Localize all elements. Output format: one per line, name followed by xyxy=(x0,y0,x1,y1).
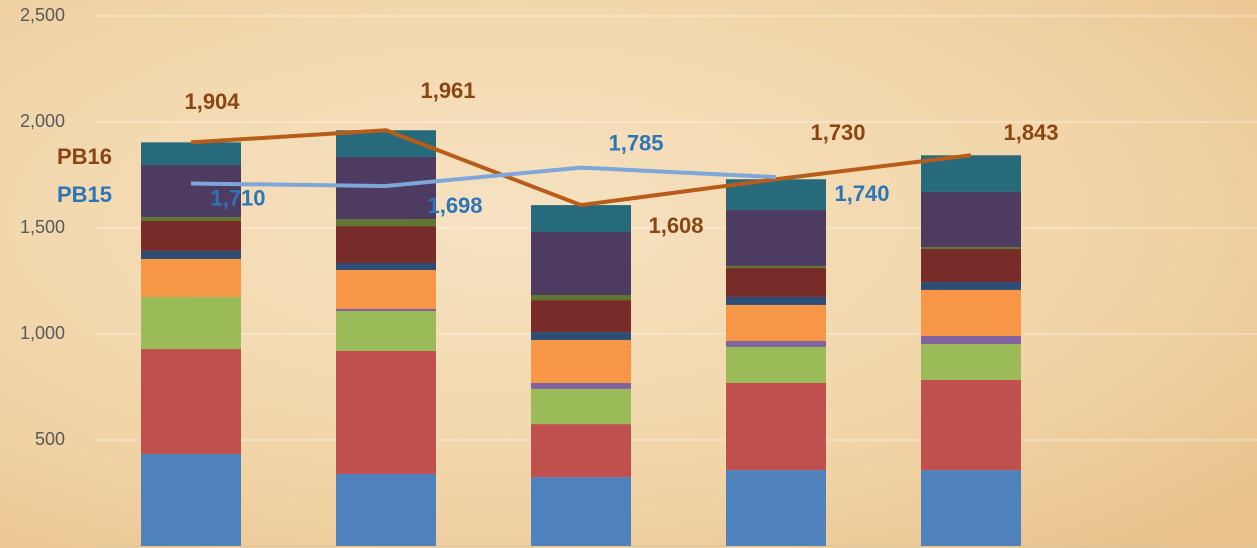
bar-segment xyxy=(336,309,436,311)
data-label: 1,904 xyxy=(184,89,240,114)
bar-segment xyxy=(921,344,1021,380)
bar-segment xyxy=(726,341,826,347)
data-label: 1,785 xyxy=(608,130,663,155)
bar-segment xyxy=(726,383,826,470)
bar-segment xyxy=(921,247,1021,249)
bar-segment xyxy=(531,383,631,389)
bar-segment xyxy=(531,424,631,477)
bar-segment xyxy=(726,210,826,266)
data-label: 1,730 xyxy=(810,120,865,145)
data-label: 1,608 xyxy=(648,213,703,238)
bar-segment xyxy=(726,470,826,546)
bar-segment xyxy=(726,347,826,383)
data-label: 1,961 xyxy=(420,78,475,103)
bar-segment xyxy=(336,219,436,226)
bar-segment xyxy=(531,205,631,232)
bar-segment xyxy=(726,268,826,297)
bar-segment xyxy=(336,351,436,474)
bar-segment xyxy=(336,226,436,263)
bar-segment xyxy=(141,259,241,297)
bar-segment xyxy=(141,142,241,165)
chart: 500 1,000 1,500 2,000 2,500 1,904 1,961 1,608 1,… xyxy=(0,0,1257,548)
bar-segment xyxy=(141,221,241,251)
bar-segment xyxy=(141,297,241,349)
bar-segment xyxy=(531,332,631,340)
series-label: PB15 xyxy=(57,182,112,207)
bar-segment xyxy=(921,380,1021,470)
bar-segment xyxy=(921,282,1021,290)
data-label: 1,710 xyxy=(210,185,265,210)
bar-segment xyxy=(141,349,241,454)
bar-segment xyxy=(141,454,241,546)
page: 500 1,000 1,500 2,000 2,500 1,904 1,961 1,608 1,… xyxy=(0,0,1257,548)
y-tick-label: 2,000 xyxy=(20,111,65,131)
y-tick-label: 1,500 xyxy=(20,217,65,237)
bar-segment xyxy=(726,297,826,305)
data-label: 1,843 xyxy=(1003,120,1058,145)
bar-segment xyxy=(531,340,631,383)
data-label: 1,740 xyxy=(834,181,889,206)
bar-segment xyxy=(531,477,631,546)
bar-segment xyxy=(336,157,436,219)
bar-segment xyxy=(921,249,1021,282)
bar-segment xyxy=(336,474,436,546)
y-tick-label: 500 xyxy=(35,429,65,449)
y-tick-label: 1,000 xyxy=(20,323,65,343)
bar-segment xyxy=(531,295,631,300)
data-label: 1,698 xyxy=(427,193,482,218)
bar-segment xyxy=(141,251,241,259)
bar-segment xyxy=(336,311,436,351)
y-tick-label: 2,500 xyxy=(20,5,65,25)
bar-segment xyxy=(531,300,631,332)
bar-segment xyxy=(141,217,241,221)
bar-segment xyxy=(726,305,826,341)
bar-segment xyxy=(726,266,826,268)
bar-segment xyxy=(921,290,1021,336)
bar-segment xyxy=(531,232,631,295)
series-label: PB16 xyxy=(57,144,112,169)
bar-segment xyxy=(921,192,1021,247)
bar-segment xyxy=(921,336,1021,344)
bar-segment xyxy=(336,263,436,270)
bar-segment xyxy=(921,470,1021,546)
bar-segment xyxy=(336,270,436,309)
bar-segment xyxy=(531,389,631,424)
